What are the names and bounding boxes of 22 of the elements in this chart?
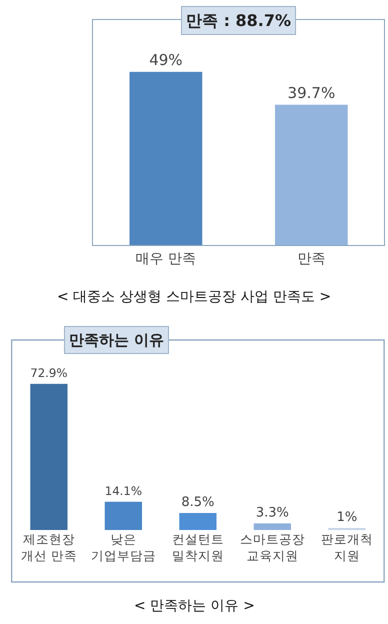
bar (104, 502, 142, 530)
data-label: 39.7% (288, 84, 336, 102)
chart-title: 만족 : 88.7% (186, 11, 292, 30)
x-tick-label: 제조현장 개선 만족 (20, 532, 77, 563)
x-tick-label: 낮은 기업부담금 (90, 532, 156, 563)
bar (30, 384, 68, 530)
bar (254, 523, 291, 530)
data-label: 49% (149, 50, 183, 69)
text: < 대중소 상생형 스마트공장 사업 만족도 > (57, 289, 332, 305)
data-label: 3.3% (256, 505, 289, 520)
x-tick-label: 매우 만족 (136, 250, 196, 267)
data-label: 14.1% (104, 484, 142, 498)
x-tick-label: 스마트공장 교육지원 (240, 532, 305, 563)
x-tick-label: 만족 (297, 250, 326, 267)
x-tick-label: 컨설턴트 밀착지원 (172, 532, 224, 563)
bar (179, 512, 216, 530)
data-label: 72.9% (30, 366, 68, 380)
text: < 만족하는 이유 > (134, 598, 255, 614)
data-label: 8.5% (181, 494, 214, 510)
chart-title: 만족하는 이유 (69, 331, 164, 349)
data-label: 1% (336, 510, 358, 525)
x-tick-label: 판로개척 지원 (320, 532, 373, 563)
